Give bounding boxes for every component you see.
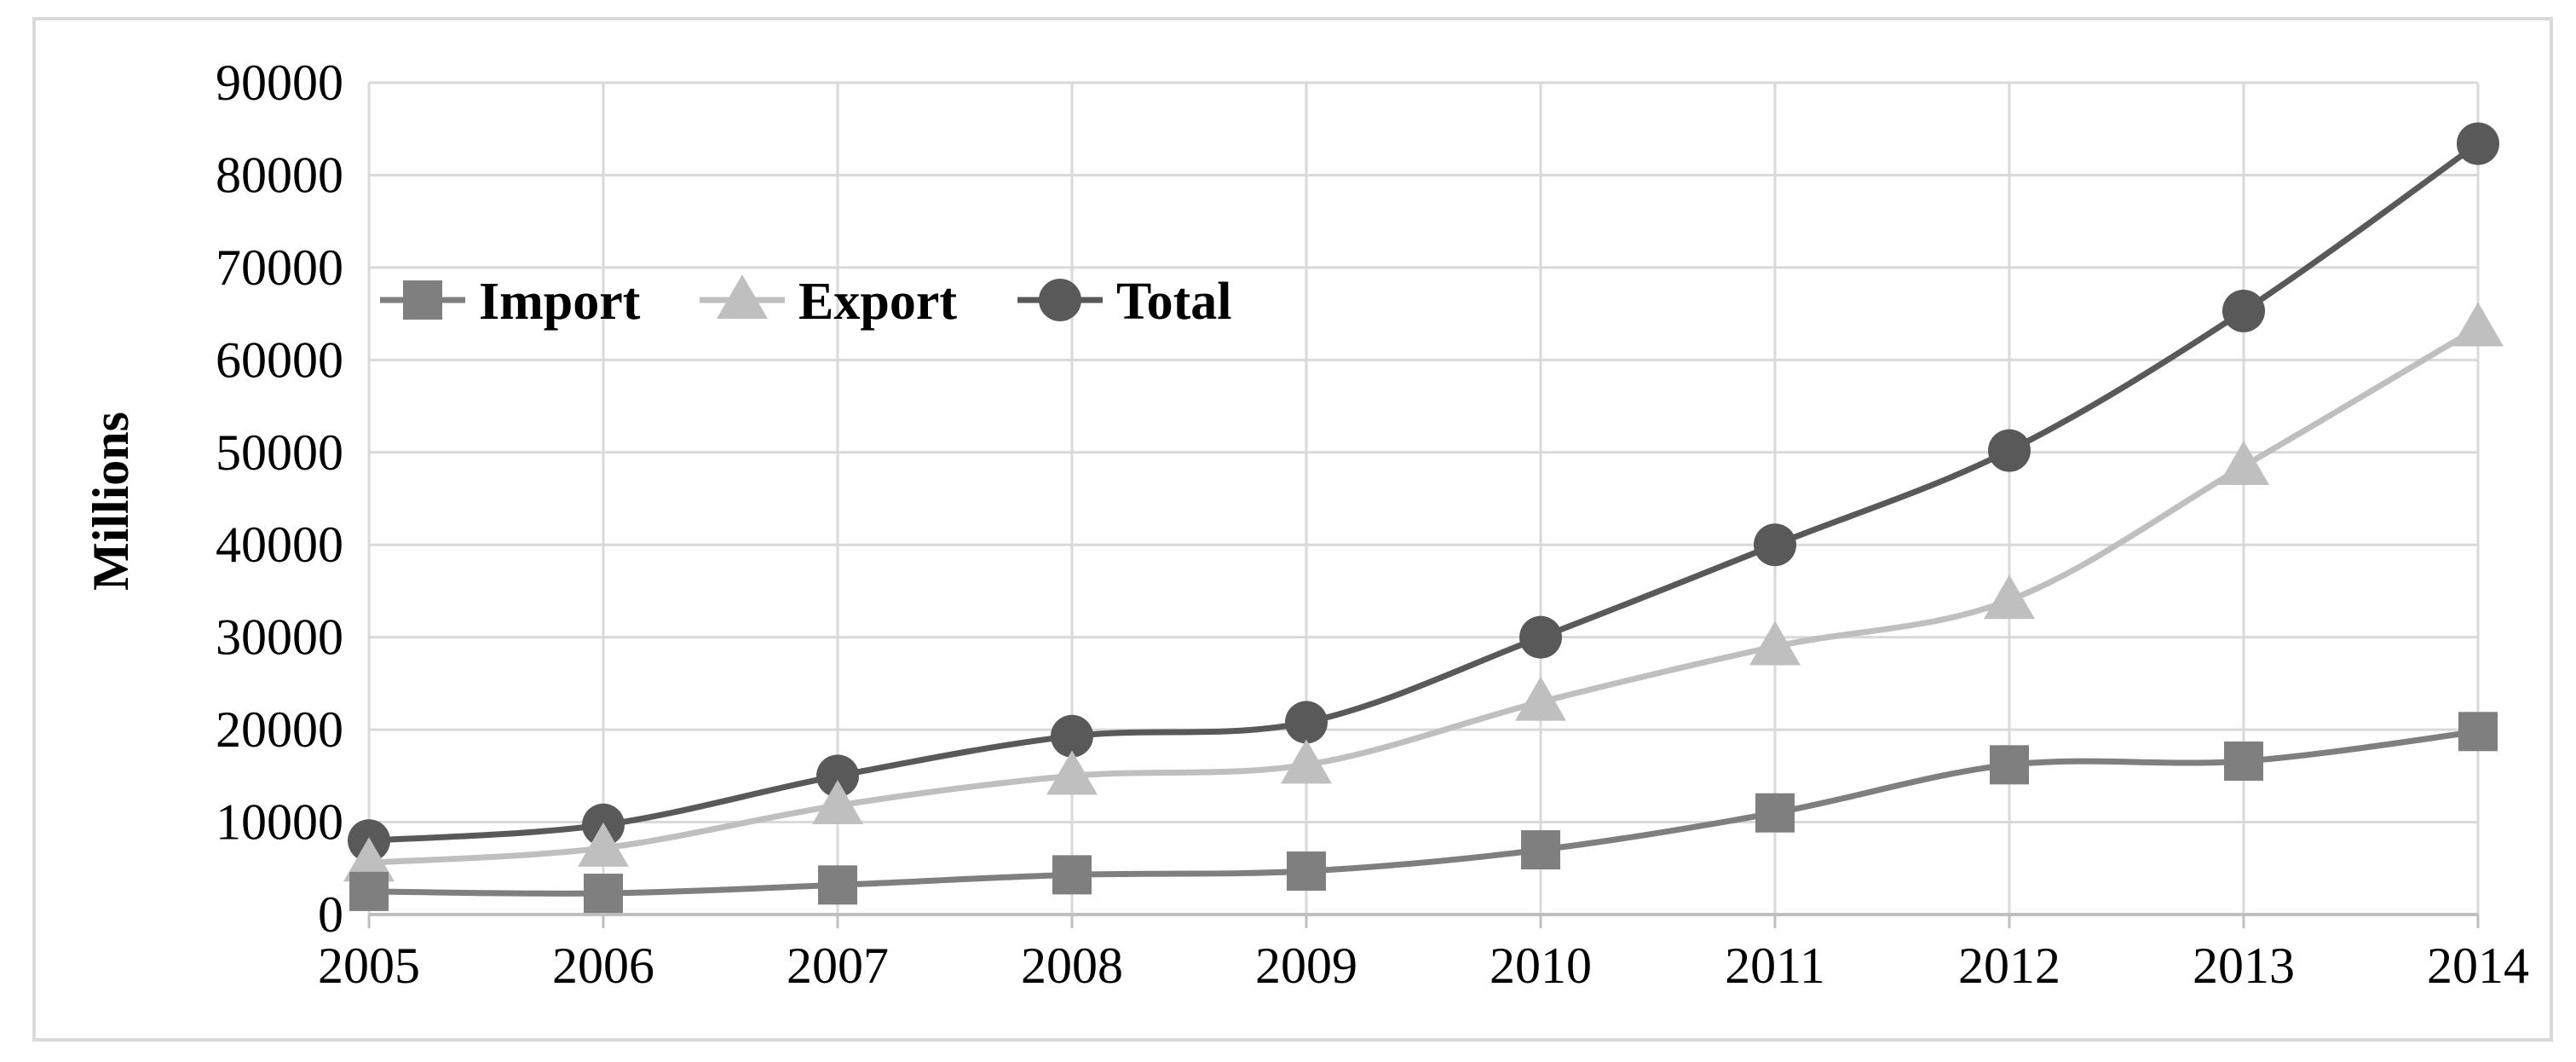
data-point-total <box>816 754 859 798</box>
data-point-total <box>2222 289 2265 332</box>
y-tick-label: 20000 <box>216 701 343 758</box>
data-point-import <box>1755 793 1795 833</box>
data-point-import <box>1287 851 1326 892</box>
legend-marker-export <box>717 274 768 319</box>
y-tick-label: 30000 <box>216 609 343 666</box>
data-point-import <box>1052 855 1092 895</box>
data-point-total <box>1519 615 1562 659</box>
series-line-import <box>368 728 2479 897</box>
series-group <box>343 122 2504 914</box>
data-point-total <box>1988 429 2031 472</box>
x-tick-label: 2006 <box>552 938 654 994</box>
data-point-import <box>2458 712 2498 752</box>
grid-lines <box>369 81 2480 915</box>
data-point-export <box>578 822 629 867</box>
legend-marker-import <box>403 280 442 320</box>
x-tick-label: 2014 <box>2427 938 2529 994</box>
axes <box>367 83 2480 928</box>
y-tick-label: 90000 <box>216 55 343 111</box>
data-point-total <box>2457 122 2499 165</box>
y-tick-labels: 0 10000 20000 30000 40000 50000 60000 70000 8000… <box>216 55 343 943</box>
x-tick-label: 2011 <box>1725 938 1825 994</box>
legend-item-total: Total <box>1017 273 1232 331</box>
data-point-export <box>1281 739 1332 784</box>
y-tick-label: 50000 <box>216 424 343 481</box>
series-export <box>343 302 2504 882</box>
data-point-export <box>812 780 863 825</box>
legend: Import Export Total <box>380 273 1232 331</box>
data-point-export <box>2452 302 2504 347</box>
x-tick-label: 2010 <box>1490 938 1592 994</box>
legend-item-export: Export <box>700 273 957 331</box>
data-point-total <box>1051 714 1093 758</box>
legend-label-total: Total <box>1116 273 1232 331</box>
y-tick-label: 70000 <box>216 240 343 296</box>
y-tick-label: 10000 <box>216 794 343 851</box>
y-tick-label: 40000 <box>216 517 343 573</box>
series-line-total <box>368 141 2481 844</box>
data-point-export <box>1749 620 1801 666</box>
x-tick-label: 2008 <box>1021 938 1123 994</box>
x-tick-label: 2013 <box>2193 938 2295 994</box>
data-point-export <box>343 837 395 882</box>
series-line-export <box>368 325 2480 866</box>
y-tick-label: 60000 <box>216 332 343 388</box>
data-point-total <box>1754 523 1796 567</box>
series-total <box>348 122 2499 863</box>
x-tick-labels: 2005 2006 2007 2008 2009 2010 2011 2012 2013 2014 <box>318 938 2529 994</box>
data-point-export <box>1046 750 1098 795</box>
data-point-export <box>1984 574 2035 620</box>
data-point-import <box>349 871 389 911</box>
legend-label-import: Import <box>479 273 641 331</box>
legend-label-export: Export <box>798 273 957 331</box>
x-tick-label: 2007 <box>787 938 889 994</box>
series-import <box>349 712 2498 914</box>
data-point-import <box>2224 741 2263 781</box>
data-point-export <box>1515 676 1566 721</box>
x-tick-label: 2005 <box>318 938 420 994</box>
y-tick-label: 0 <box>318 886 343 943</box>
data-point-export <box>2218 441 2269 486</box>
x-tick-label: 2009 <box>1255 938 1357 994</box>
data-point-import <box>1990 745 2029 785</box>
legend-item-import: Import <box>380 273 641 331</box>
data-point-import <box>818 865 857 905</box>
x-tick-label: 2012 <box>1958 938 2060 994</box>
y-tick-label: 80000 <box>216 147 343 203</box>
data-point-import <box>584 874 623 914</box>
legend-marker-total <box>1039 279 1081 321</box>
data-point-import <box>1521 830 1560 870</box>
y-axis-title: Millions <box>83 412 139 591</box>
data-point-total <box>1285 701 1328 744</box>
